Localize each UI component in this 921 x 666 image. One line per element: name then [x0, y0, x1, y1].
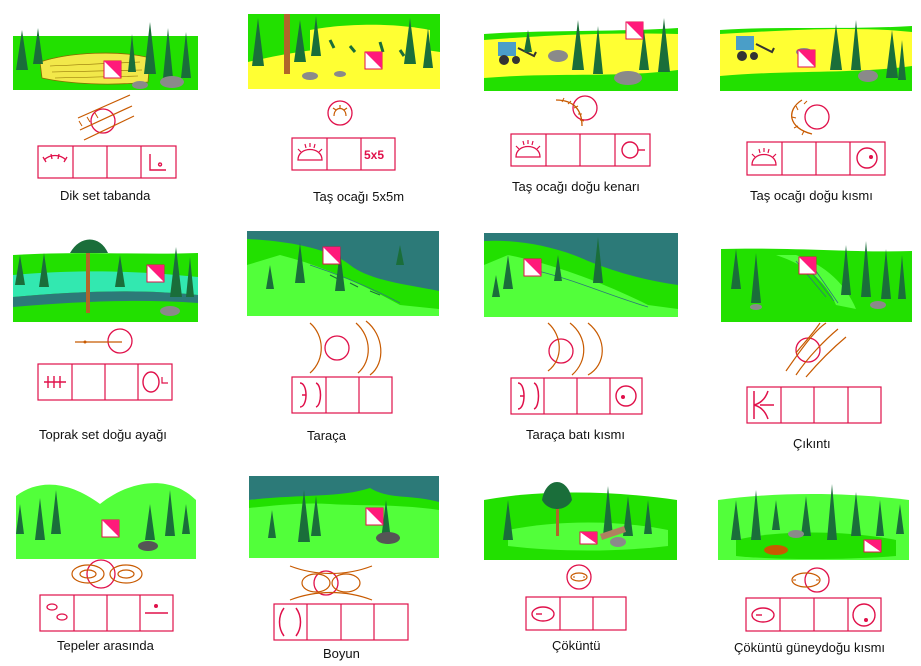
illustration	[718, 474, 909, 632]
cell-toprak-set-dogu-ayagi: Toprak set doğu ayağı	[0, 225, 230, 450]
cell-tas-ocagi-dogu-kenari: Taş ocağı doğu kenarı	[478, 0, 708, 220]
map-symbol	[327, 100, 353, 126]
caption: Toprak set doğu ayağı	[39, 427, 167, 442]
map-symbol	[791, 567, 830, 593]
caption: Taraça batı kısmı	[526, 427, 625, 442]
landscape-picture	[13, 22, 198, 90]
landscape-picture	[13, 239, 198, 322]
illustration	[13, 239, 198, 401]
illustration	[720, 14, 912, 176]
landscape-picture	[248, 14, 440, 89]
landscape-picture	[484, 233, 678, 317]
description-boxes	[37, 363, 173, 401]
description-boxes	[510, 377, 643, 415]
illustration	[484, 233, 678, 415]
illustration	[484, 14, 678, 167]
map-symbol	[785, 322, 847, 378]
cell-cokuntu-guneydogu-kismi: Çöküntü güneydoğu kısmı	[716, 460, 921, 666]
illustration	[16, 477, 196, 632]
illustration	[484, 474, 677, 631]
cell-taraca: Taraça	[240, 225, 470, 450]
illustration	[721, 235, 912, 424]
caption: Tepeler arasında	[57, 638, 154, 653]
landscape-picture	[484, 474, 677, 560]
map-symbol	[547, 322, 603, 376]
map-symbol	[289, 565, 373, 601]
description-boxes	[746, 141, 886, 176]
landscape-picture	[247, 231, 439, 316]
cell-tas-ocagi-5x5m: 5x5 Taş ocağı 5x5m	[240, 0, 470, 220]
landscape-picture	[721, 235, 912, 322]
cell-tepeler-arasinda: Tepeler arasında	[0, 460, 230, 666]
caption: Dik set tabanda	[60, 188, 151, 203]
map-symbol	[309, 320, 382, 376]
caption: Çöküntü	[552, 638, 601, 653]
caption: Taş ocağı 5x5m	[313, 189, 405, 204]
map-symbol	[71, 559, 143, 589]
landscape-picture	[484, 14, 678, 91]
description-boxes	[291, 376, 393, 414]
landscape-picture	[249, 476, 439, 558]
caption: Taş ocağı doğu kısmı	[750, 188, 873, 203]
description-boxes	[510, 133, 651, 167]
cell-taraca-bati-kismi: Taraça batı kısmı	[478, 225, 708, 450]
description-boxes	[746, 386, 882, 424]
landscape-picture	[720, 14, 912, 91]
cell-tas-ocagi-dogu-kismi: Taş ocağı doğu kısmı	[716, 0, 921, 220]
illustration	[13, 22, 198, 179]
map-symbol	[555, 95, 598, 127]
map-symbol	[75, 328, 133, 354]
caption: Taraça	[307, 428, 347, 443]
cell-cokuntu: Çöküntü	[478, 460, 708, 666]
description-boxes	[37, 145, 177, 179]
description-boxes	[273, 603, 409, 641]
description-boxes: 5x5	[291, 137, 396, 171]
description-boxes	[39, 594, 174, 632]
map-symbol	[791, 99, 830, 136]
box-text-5x5: 5x5	[364, 148, 384, 162]
cell-cikinti: Çıkıntı	[716, 225, 921, 451]
cell-boyun: Boyun	[240, 460, 470, 666]
illustration: 5x5	[248, 14, 440, 171]
landscape-picture	[16, 477, 196, 559]
caption: Çıkıntı	[793, 436, 831, 451]
map-symbol	[77, 94, 135, 141]
caption: Boyun	[323, 646, 360, 661]
description-boxes	[525, 596, 627, 631]
caption: Çöküntü güneydoğu kısmı	[734, 640, 886, 655]
map-symbol	[566, 564, 592, 590]
illustration	[249, 476, 439, 641]
illustration	[247, 231, 439, 414]
description-boxes	[745, 597, 882, 632]
landscape-picture	[718, 474, 909, 560]
caption: Taş ocağı doğu kenarı	[512, 179, 640, 194]
cell-dik-set-tabanda: Dik set tabanda	[0, 0, 230, 220]
